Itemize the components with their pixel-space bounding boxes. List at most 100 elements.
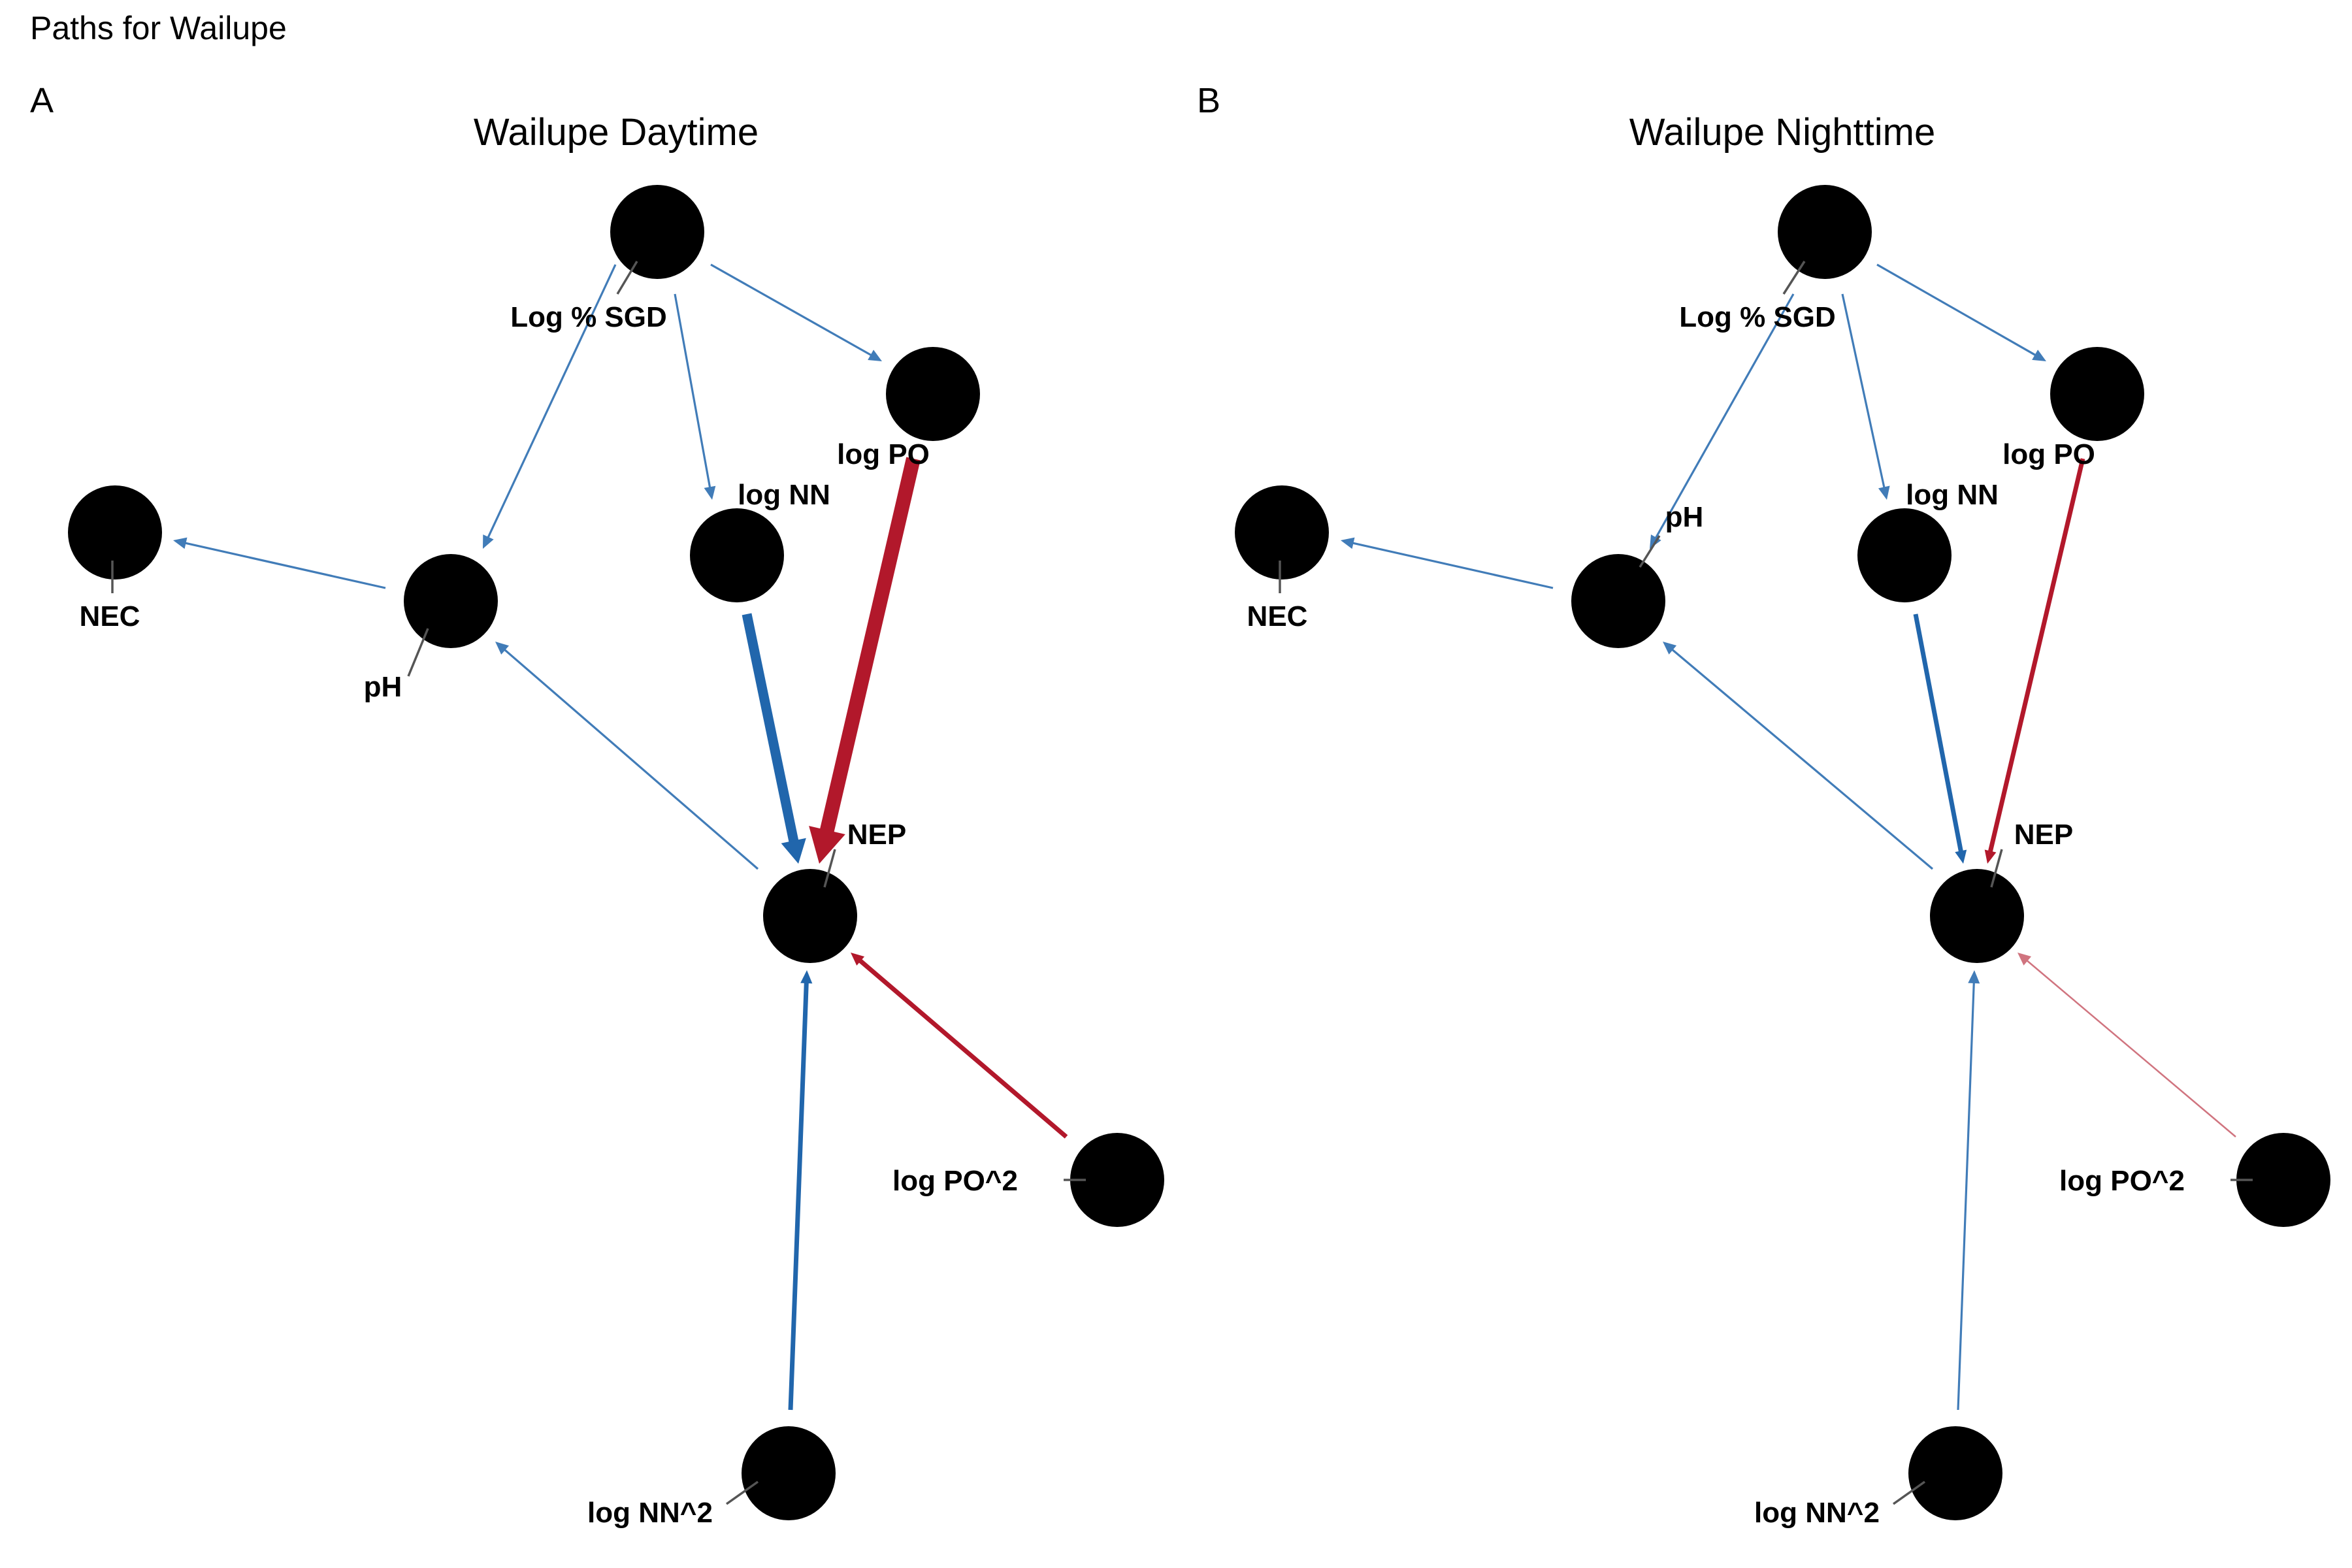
edge-arrowhead [173,537,188,549]
edge-line [710,263,873,357]
edge-line [1987,458,2085,853]
node-circle [1571,554,1665,648]
edge-sgd-to-nn [674,293,716,500]
node-label: log PO^2 [2059,1165,2185,1197]
edge-arrowhead [1878,485,1890,500]
node-circle [1070,1133,1164,1227]
node-label: pH [364,671,402,703]
edge-line [819,457,921,834]
edge-arrowhead [2032,350,2046,361]
edge-line [1957,981,1975,1411]
node-nep: NEP [763,819,906,963]
node-po: log PO [2002,347,2144,470]
panel-title: Wailupe Nighttime [1629,111,1935,154]
node-circle [1235,485,1329,580]
edge-line [1352,542,1554,589]
edge-line [1876,263,2037,357]
edge-arrowhead [800,970,813,984]
edge-line [487,264,617,539]
edge-po-to-nep [1984,458,2085,864]
edges [1341,263,2236,1411]
edge-arrowhead [1968,970,1980,984]
node-label: NEP [847,819,906,851]
edge-arrowhead [1984,849,1997,864]
node-circle [742,1426,836,1520]
node-nn: log NN [690,479,830,602]
node-nec: NEC [68,485,162,632]
edge-nep-to-ph [1663,642,1934,870]
node-sgd: Log % SGD [1679,185,1872,333]
edge-po2-to-nep [851,953,1068,1139]
edge-sgd-to-po [710,263,882,361]
panel-title: Wailupe Daytime [474,111,759,154]
edge-line [503,648,759,870]
edge-line [1913,613,1964,853]
edge-arrowhead [868,350,882,361]
node-circle [690,508,784,602]
node-label: NEP [2014,819,2073,851]
edge-sgd-to-nn [1841,293,1890,500]
edge-line [1671,648,1934,870]
edge-nep-to-ph [495,642,759,870]
panel-tag: B [1197,81,1220,120]
edge-arrowhead [2017,953,2032,966]
edge-po2-to-nep [2017,953,2236,1137]
node-label: log PO^2 [892,1165,1018,1197]
edge-arrowhead [704,485,716,500]
label-leader [1892,1480,1926,1505]
node-circle [886,347,980,441]
label-leader [407,628,429,677]
node-circle [1930,869,2024,963]
edge-arrowhead [809,826,845,864]
label-leader [1990,849,2003,888]
node-circle [404,554,498,648]
edges [173,263,1068,1411]
edge-sgd-to-ph [483,264,617,549]
node-po: log PO [837,347,980,470]
node-label: log PO [2002,438,2095,470]
edge-nn-to-nep [742,613,806,864]
node-circle [1908,1426,2002,1520]
node-circle [610,185,704,279]
edge-arrowhead [495,642,510,655]
edge-line [184,542,386,589]
node-nep: NEP [1930,819,2073,963]
node-sgd: Log % SGD [510,185,704,333]
label-leader [823,849,836,888]
node-label: Log % SGD [1679,301,1836,333]
edge-line [1654,293,1795,540]
node-nn2: log NN^2 [587,1426,836,1529]
node-nn: log NN [1857,479,1999,602]
panel-tag: A [30,81,54,120]
node-label: log NN^2 [587,1497,713,1529]
node-ph: pH [1571,501,1703,648]
label-leader [1782,261,1806,295]
node-po2: log PO^2 [2059,1133,2330,1227]
node-circle [1778,185,1872,279]
edge-ph-to-nec [1341,537,1554,589]
edge-po-to-nep [809,457,921,864]
node-nec: NEC [1235,485,1329,632]
edge-nn2-to-nep [788,970,813,1411]
node-circle [68,485,162,580]
edge-arrowhead [1341,537,1355,549]
edge-nn-to-nep [1913,613,1967,864]
node-nn2: log NN^2 [1754,1426,2002,1529]
node-circle [2050,347,2144,441]
edge-line [788,981,809,1411]
node-po2: log PO^2 [892,1133,1164,1227]
edge-line [858,958,1068,1139]
node-circle [1857,508,1952,602]
edge-line [1841,293,1886,489]
edge-arrowhead [851,953,865,966]
node-label: log NN^2 [1754,1497,1880,1529]
edge-arrowhead [1663,642,1677,655]
edge-nn2-to-nep [1957,970,1980,1411]
node-label: Log % SGD [510,301,667,333]
label-leader [616,261,638,295]
